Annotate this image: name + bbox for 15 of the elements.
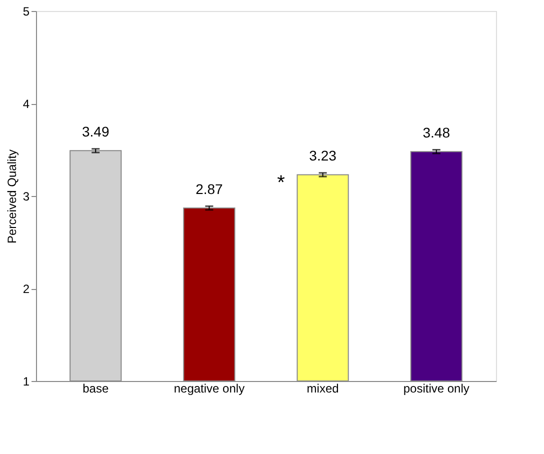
y-tick-label: 1 (22, 374, 30, 388)
x-tick-label: mixed (306, 382, 339, 396)
annotation: * (277, 172, 286, 194)
data-label: 3.48 (422, 124, 450, 141)
data-label: 2.87 (196, 181, 224, 198)
data-label: 3.49 (82, 124, 110, 140)
data-label: 3.23 (309, 148, 337, 164)
x-tick-label: negative only (174, 382, 245, 396)
y-tick-label: 4 (22, 97, 30, 111)
y-tick-label: 5 (22, 4, 30, 18)
x-tick-label: base (82, 382, 109, 396)
x-tick-label: positive only (403, 382, 470, 396)
y-tick-label: 2 (22, 282, 30, 296)
y-tick-label: 3 (22, 190, 30, 204)
y-axis-title: Perceived Quality (4, 149, 19, 244)
